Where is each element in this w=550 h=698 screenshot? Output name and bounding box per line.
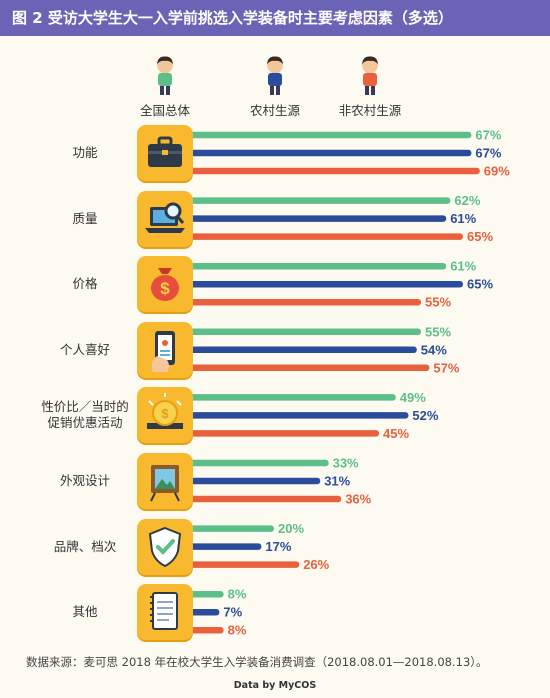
- category-label-line: 其他: [72, 604, 98, 620]
- svg-text:$: $: [161, 406, 169, 421]
- category-label-line: 品牌、档次: [53, 538, 117, 554]
- category-group: 20% 17% 26%: [190, 521, 330, 572]
- data-label-rural: 67%: [475, 146, 501, 161]
- data-label-nonrural: 65%: [467, 229, 493, 244]
- notebook-icon: [137, 584, 193, 641]
- bar-rural: [190, 280, 463, 288]
- category-group: 33% 31% 36%: [190, 456, 372, 507]
- legend-item-rural: 农村生源: [230, 56, 320, 119]
- person-green-shirt-icon: [120, 56, 210, 96]
- bar-national: [190, 590, 224, 598]
- category-group: 67% 67% 69%: [190, 128, 510, 179]
- bar-national: [190, 262, 447, 270]
- data-label-national: 20%: [278, 521, 304, 536]
- data-label-nonrural: 55%: [425, 295, 451, 310]
- phone-hand-icon: [137, 321, 193, 378]
- briefcase-icon: [137, 125, 193, 181]
- bar-nonrural: [190, 364, 430, 372]
- data-label-national: 49%: [400, 390, 426, 405]
- bar-nonrural: [190, 430, 379, 437]
- brand-credit: Data by MyCOS: [233, 680, 317, 691]
- category-label-line: 外观设计: [59, 473, 110, 488]
- category-label: 性价比／当时的 促销优惠活动: [34, 399, 136, 431]
- bar-rural: [190, 608, 220, 616]
- person-red-shirt-icon: [325, 56, 415, 96]
- category-group: 49% 52%45%: [190, 390, 439, 441]
- bar-nonrural: [190, 298, 421, 306]
- data-label-nonrural: 69%: [484, 164, 510, 179]
- data-label-rural: 7%: [223, 605, 242, 620]
- data-label-national: 55%: [425, 324, 451, 339]
- legend-item-national: 全国总体: [120, 56, 210, 119]
- bar-nonrural: [190, 233, 463, 240]
- data-label-nonrural: 57%: [433, 360, 459, 375]
- category-group: 62% 61% 65%: [190, 193, 493, 244]
- data-label-national: 61%: [450, 259, 476, 274]
- data-label-rural: 17%: [265, 539, 291, 554]
- bar-nonrural: [190, 495, 342, 503]
- legend-label: 非农村生源: [338, 103, 402, 118]
- bar-national: [190, 328, 421, 336]
- bar-rural: [190, 149, 472, 157]
- coin-discount-icon: $: [137, 387, 193, 444]
- bar-national: [190, 197, 451, 204]
- bar-rural: [190, 543, 262, 550]
- data-label-national: 33%: [333, 456, 359, 471]
- bar-national: [190, 459, 329, 467]
- category-label: 外观设计: [34, 473, 136, 489]
- legend-label: 农村生源: [249, 103, 300, 118]
- bar-nonrural: [190, 626, 224, 634]
- legend-item-nonrural: 非农村生源: [325, 56, 415, 119]
- category-label-line: 价格: [72, 276, 98, 292]
- category-group: 55% 54% 57%: [190, 324, 460, 375]
- category-label-line: 促销优惠活动: [47, 415, 123, 431]
- data-label-rural: 65%: [467, 277, 493, 292]
- data-label-national: 62%: [454, 193, 480, 208]
- data-label-rural: 52%: [412, 408, 438, 423]
- bar-national: [190, 394, 396, 401]
- data-label-nonrural: 8%: [228, 623, 247, 638]
- data-label-national: 8%: [228, 587, 247, 602]
- bar-rural: [190, 346, 417, 354]
- data-label-nonrural: 36%: [345, 492, 371, 507]
- person-blue-shirt-icon: [230, 56, 320, 96]
- data-label-nonrural: 26%: [303, 557, 329, 572]
- bar-nonrural: [190, 167, 480, 175]
- data-label-rural: 31%: [324, 474, 350, 489]
- category-label: 其他: [34, 604, 136, 620]
- title-banner: 图 2 受访大学生大一入学前挑选入学装备时主要考虑因素（多选）: [0, 0, 550, 36]
- category-label-line: 质量: [72, 210, 98, 226]
- legend-label: 全国总体: [139, 103, 190, 118]
- category-label: 功能: [34, 145, 136, 161]
- category-label-line: 功能: [72, 145, 98, 160]
- category-group: 8% 7% 8%: [190, 587, 247, 638]
- bar-national: [190, 131, 472, 139]
- category-label: 个人喜好: [34, 342, 136, 358]
- category-label-line: 个人喜好: [59, 341, 110, 357]
- picture-frame-icon: [137, 453, 193, 509]
- category-group: 61% 65% 55%: [190, 259, 493, 310]
- data-source-note: 数据来源：麦可思 2018 年在校大学生入学装备消费调查（2018.08.01—…: [26, 655, 488, 669]
- shield-badge-icon: [137, 518, 193, 575]
- money-bag-icon: $: [137, 256, 193, 313]
- data-label-national: 67%: [475, 128, 501, 143]
- bar-national: [190, 525, 274, 532]
- bar-rural: [190, 412, 409, 419]
- svg-text:$: $: [160, 279, 170, 298]
- category-label: 品牌、档次: [34, 539, 136, 555]
- data-label-nonrural: 45%: [383, 426, 409, 441]
- bar-rural: [190, 215, 447, 222]
- bar-rural: [190, 477, 321, 485]
- chart-title: 图 2 受访大学生大一入学前挑选入学装备时主要考虑因素（多选）: [12, 9, 453, 27]
- category-label: 价格: [34, 276, 136, 292]
- laptop-magnifier-icon: [137, 190, 193, 247]
- data-label-rural: 61%: [450, 211, 476, 226]
- category-label-line: 性价比／当时的: [41, 399, 129, 415]
- category-label: 质量: [34, 211, 136, 227]
- data-label-rural: 54%: [421, 342, 447, 357]
- bar-nonrural: [190, 561, 300, 568]
